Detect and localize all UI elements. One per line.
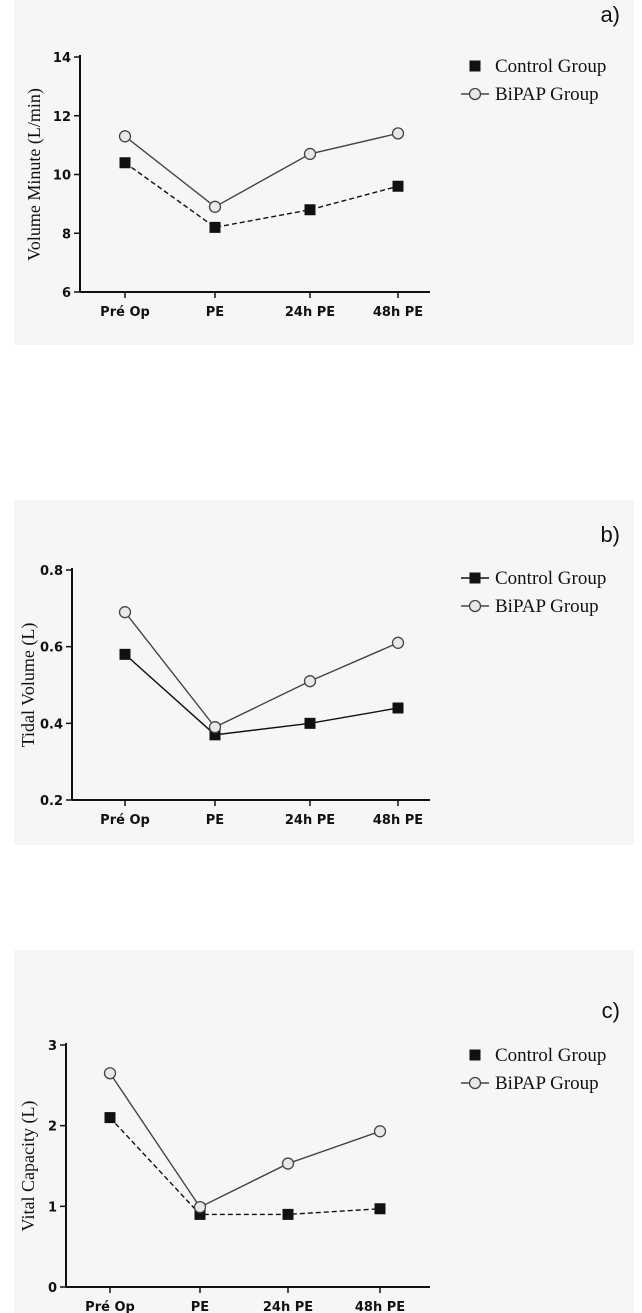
series-line-control bbox=[124, 162, 399, 229]
series-line-control bbox=[109, 1117, 381, 1216]
bipap-point-0 bbox=[118, 130, 132, 143]
chart-panel-c: c) Vital Capacity (L) 0 1 2 3 Pré Op PE 24h PE 48… bbox=[0, 950, 642, 1313]
bipap-point-1 bbox=[193, 1200, 207, 1214]
chart-c-svg: c) Vital Capacity (L) 0 1 2 3 Pré Op PE 24h PE 48… bbox=[18, 998, 620, 1313]
series-line-bipap bbox=[124, 132, 399, 208]
legend-label: BiPAP Group bbox=[495, 1073, 599, 1094]
legend-marker-square bbox=[469, 60, 481, 72]
control-point-2 bbox=[282, 1208, 294, 1220]
x-tick-label: 24h PE bbox=[285, 813, 335, 828]
x-tick-label: 24h PE bbox=[263, 1300, 313, 1313]
series-line-bipap bbox=[124, 611, 399, 729]
x-tick-label: PE bbox=[206, 813, 224, 828]
y-tick-label: 0.2 bbox=[40, 794, 63, 809]
legend-label: BiPAP Group bbox=[495, 596, 599, 617]
bipap-point-2 bbox=[303, 147, 317, 161]
series-line-control bbox=[124, 653, 399, 736]
y-tick-label: 1 bbox=[48, 1200, 57, 1215]
legend-marker-circle bbox=[468, 87, 482, 101]
x-tick-label: PE bbox=[191, 1300, 209, 1313]
bipap-point-3 bbox=[391, 127, 405, 140]
bipap-point-3 bbox=[391, 636, 405, 649]
y-tick-label: 0.8 bbox=[40, 564, 63, 579]
bipap-point-1 bbox=[208, 721, 222, 734]
legend-marker-square bbox=[469, 1049, 481, 1061]
control-point-0 bbox=[119, 648, 131, 660]
panel-background bbox=[14, 0, 634, 345]
chart-panel-b: b) Tidal Volume (L) 0.2 0.4 0.6 0.8 Pré Op PE 24… bbox=[0, 500, 642, 860]
control-point-1 bbox=[194, 1208, 206, 1220]
y-tick-label: 8 bbox=[62, 227, 71, 242]
panel-background bbox=[14, 500, 634, 845]
legend-label: BiPAP Group bbox=[495, 84, 599, 105]
control-point-3 bbox=[392, 180, 404, 192]
y-tick-label: 0.4 bbox=[40, 717, 63, 732]
chart-panel-a: a) Volume Minute (L/min) 6 8 10 12 14 Pré Op PE 2… bbox=[0, 0, 642, 360]
y-tick-label: 12 bbox=[53, 110, 71, 125]
x-tick-label: 48h PE bbox=[373, 813, 423, 828]
control-point-1 bbox=[209, 729, 221, 741]
x-tick-label: Pré Op bbox=[100, 813, 150, 828]
y-tick-label: 14 bbox=[53, 51, 71, 66]
y-tick-label: 2 bbox=[48, 1120, 57, 1135]
bipap-point-0 bbox=[118, 606, 132, 619]
x-tick-label: 48h PE bbox=[373, 305, 423, 320]
bipap-point-2 bbox=[303, 675, 317, 688]
y-axis-label: Vital Capacity (L) bbox=[18, 1101, 39, 1232]
y-tick-label: 10 bbox=[53, 169, 71, 184]
y-axis-label: Volume Minute (L/min) bbox=[24, 88, 45, 261]
control-point-0 bbox=[119, 157, 131, 169]
chart-a-svg: a) Volume Minute (L/min) 6 8 10 12 14 Pré Op PE 2… bbox=[24, 2, 620, 320]
legend-label: Control Group bbox=[495, 1045, 606, 1066]
legend-marker-square bbox=[469, 572, 481, 584]
control-point-2 bbox=[304, 204, 316, 216]
y-tick-label: 0.6 bbox=[40, 641, 63, 656]
panel-background bbox=[14, 950, 634, 1313]
legend-marker-circle bbox=[468, 599, 482, 613]
series-line-bipap bbox=[109, 1072, 381, 1209]
panel-label: b) bbox=[600, 522, 620, 547]
control-point-1 bbox=[209, 221, 221, 233]
bipap-point-1 bbox=[208, 200, 222, 213]
panel-label: c) bbox=[602, 998, 620, 1023]
y-tick-label: 0 bbox=[48, 1281, 57, 1296]
legend-label: Control Group bbox=[495, 56, 606, 77]
y-tick-label: 6 bbox=[62, 286, 71, 301]
x-tick-label: 24h PE bbox=[285, 305, 335, 320]
y-tick-label: 3 bbox=[48, 1039, 57, 1054]
bipap-point-0 bbox=[103, 1067, 117, 1080]
legend-marker-circle bbox=[468, 1076, 482, 1090]
x-tick-label: Pré Op bbox=[100, 305, 150, 320]
control-point-0 bbox=[104, 1112, 116, 1124]
x-tick-label: Pré Op bbox=[85, 1300, 135, 1313]
control-point-3 bbox=[374, 1203, 386, 1215]
bipap-point-2 bbox=[281, 1157, 295, 1170]
control-point-2 bbox=[304, 717, 316, 729]
bipap-point-3 bbox=[373, 1125, 387, 1138]
x-tick-label: 48h PE bbox=[355, 1300, 405, 1313]
x-tick-label: PE bbox=[206, 305, 224, 320]
panel-label: a) bbox=[600, 2, 620, 27]
control-point-3 bbox=[392, 702, 404, 714]
y-axis-label: Tidal Volume (L) bbox=[18, 623, 39, 748]
legend-label: Control Group bbox=[495, 568, 606, 589]
chart-b-svg: b) Tidal Volume (L) 0.2 0.4 0.6 0.8 Pré Op PE 24… bbox=[18, 522, 620, 828]
